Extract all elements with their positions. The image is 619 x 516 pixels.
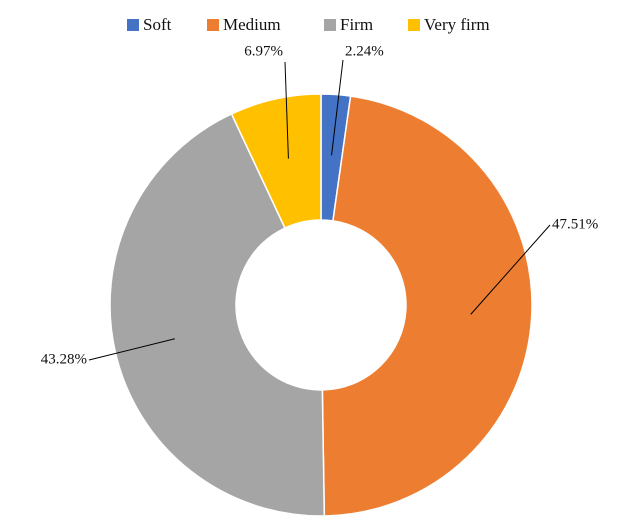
data-label: 6.97% — [244, 43, 283, 59]
donut-slice — [230, 93, 322, 230]
leader-line — [470, 224, 551, 315]
data-label: 43.28% — [41, 351, 87, 367]
data-label: 2.24% — [345, 43, 384, 59]
leader-line — [331, 59, 344, 156]
donut-slice — [321, 95, 533, 516]
donut-slice — [109, 112, 326, 516]
data-label: 47.51% — [552, 216, 598, 232]
legend-swatch — [127, 19, 139, 31]
legend-swatch — [324, 19, 336, 31]
leader-line — [284, 61, 289, 159]
legend-label: Firm — [340, 15, 373, 34]
legend-label: Soft — [143, 15, 172, 34]
legend-swatch — [207, 19, 219, 31]
legend-swatch — [408, 19, 420, 31]
legend-label: Very firm — [424, 15, 490, 34]
legend-label: Medium — [223, 15, 281, 34]
leader-line — [88, 338, 175, 361]
